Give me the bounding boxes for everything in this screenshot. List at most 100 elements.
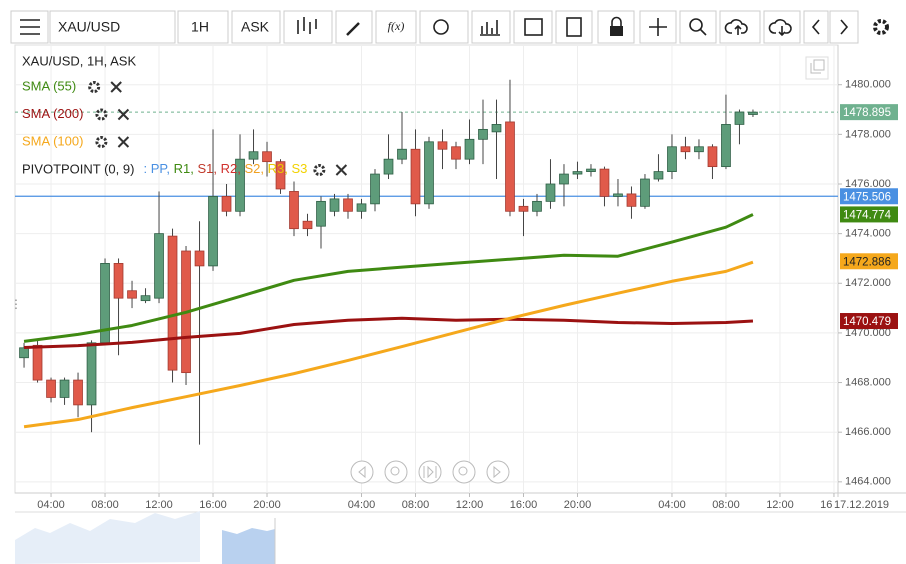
legend-entry: SMA (100) — [22, 133, 83, 148]
zoom-icon — [689, 18, 703, 32]
legend-entry: SMA (55) — [22, 78, 76, 93]
candle-body — [302, 220, 313, 230]
scroll-left[interactable] — [350, 460, 374, 484]
candle-body — [748, 111, 758, 115]
x-tick-label: 16:00 — [199, 499, 227, 511]
remove-icon[interactable] — [117, 136, 130, 148]
symbol: XAU/USD — [58, 19, 120, 35]
date-label-box — [832, 497, 890, 513]
candle-body — [680, 146, 691, 153]
report-button[interactable] — [555, 10, 593, 44]
calendar-icon — [524, 18, 543, 36]
pivot-separator: , — [190, 161, 197, 176]
candle-body — [518, 205, 529, 212]
popout-icon — [810, 59, 825, 74]
candle-body — [235, 158, 245, 212]
marks — [19, 79, 758, 445]
x-tick-label: 12:00 — [766, 499, 794, 511]
zoom-in-glyph — [458, 466, 468, 476]
sma-line — [23, 213, 754, 343]
candle-body — [721, 124, 731, 168]
prev-button[interactable] — [803, 10, 829, 44]
candle-body — [316, 200, 326, 227]
menu-icon — [20, 19, 40, 35]
candle-body — [370, 173, 380, 205]
pivot-level: R2 — [221, 161, 238, 176]
price-side: ASK — [241, 19, 270, 35]
zoom-button[interactable] — [679, 10, 717, 44]
remove-icon[interactable] — [117, 108, 130, 121]
pivot-level: S2 — [244, 161, 260, 176]
candle-body — [532, 200, 542, 212]
candle-body — [478, 128, 488, 140]
pivot-separator: , — [213, 161, 220, 176]
candle-body — [640, 178, 650, 207]
download-icon — [768, 19, 792, 37]
pivot-separator: , — [260, 161, 267, 176]
reset[interactable] — [418, 460, 442, 484]
remove-icon[interactable] — [110, 81, 122, 93]
candle-body — [613, 193, 623, 197]
lock-shackle — [611, 16, 622, 26]
fx: f(x) — [388, 19, 405, 33]
legend-entry: SMA (200) — [22, 106, 83, 121]
bars-icon — [480, 20, 500, 36]
candle-body — [32, 344, 43, 381]
settings-icon[interactable] — [95, 108, 108, 121]
pivot-separator: , — [237, 161, 244, 176]
candle-body — [410, 148, 421, 205]
candle-body — [113, 263, 124, 299]
candle-body — [127, 290, 137, 299]
gear-icon — [873, 19, 889, 35]
candle-body — [140, 295, 151, 302]
chart-type-button[interactable] — [283, 10, 333, 44]
side-button[interactable] — [231, 10, 281, 44]
nav-buttons — [350, 460, 510, 484]
indicator-button[interactable] — [375, 10, 417, 44]
zoom-in[interactable] — [452, 460, 476, 484]
info-icon — [433, 19, 449, 35]
settings-icon[interactable] — [313, 164, 326, 176]
candle-body — [734, 111, 745, 125]
toolbar: XAU/USD 1H ASK f(x) — [10, 10, 896, 44]
candle-body — [599, 168, 610, 197]
candle-body — [545, 183, 556, 202]
scroll-right[interactable] — [486, 460, 510, 484]
candle-body — [343, 198, 353, 212]
y-tick-label: 1470.000 — [845, 327, 891, 339]
candle-body — [559, 173, 569, 185]
candle-body — [329, 198, 340, 212]
legend: SMA (55) SMA (200) SMA (100) PIVOTPOINT (0,… — [22, 78, 348, 176]
candle-body — [667, 146, 677, 172]
next-button[interactable] — [829, 10, 859, 44]
lock-button[interactable] — [597, 10, 635, 44]
settings-icon[interactable] — [95, 136, 108, 148]
price-label: 1470.479 — [843, 316, 891, 328]
pivot-level: R3 — [268, 161, 285, 176]
price-label-box — [840, 104, 898, 121]
zoom-out[interactable] — [384, 460, 408, 484]
plot-frame — [14, 44, 839, 494]
x-tick-label: 12:00 — [145, 499, 173, 511]
stats-button[interactable] — [471, 10, 511, 44]
calendar-button[interactable] — [513, 10, 553, 44]
settings-icon[interactable] — [88, 81, 101, 93]
info-button[interactable] — [419, 10, 469, 44]
price-label-box — [840, 188, 898, 205]
pencil-icon — [346, 22, 360, 36]
drag-handle[interactable]: ⋮ — [10, 297, 22, 311]
lock-icon — [610, 26, 623, 36]
remove-icon[interactable] — [335, 164, 348, 176]
date-label: 17.12.2019 — [834, 499, 889, 511]
zoom-out-glyph — [390, 466, 400, 476]
x-tick-label: 04:00 — [658, 499, 686, 511]
pivot-separator: , — [284, 161, 291, 176]
settings-button[interactable] — [866, 11, 896, 43]
nav-glyphs — [358, 465, 501, 479]
price-label: 1478.895 — [843, 107, 891, 119]
symbol-field[interactable] — [49, 10, 176, 44]
interval-button[interactable] — [177, 10, 229, 44]
candle-body — [397, 148, 407, 160]
candle-body — [86, 342, 97, 406]
x-tick-label: 08:00 — [712, 499, 740, 511]
